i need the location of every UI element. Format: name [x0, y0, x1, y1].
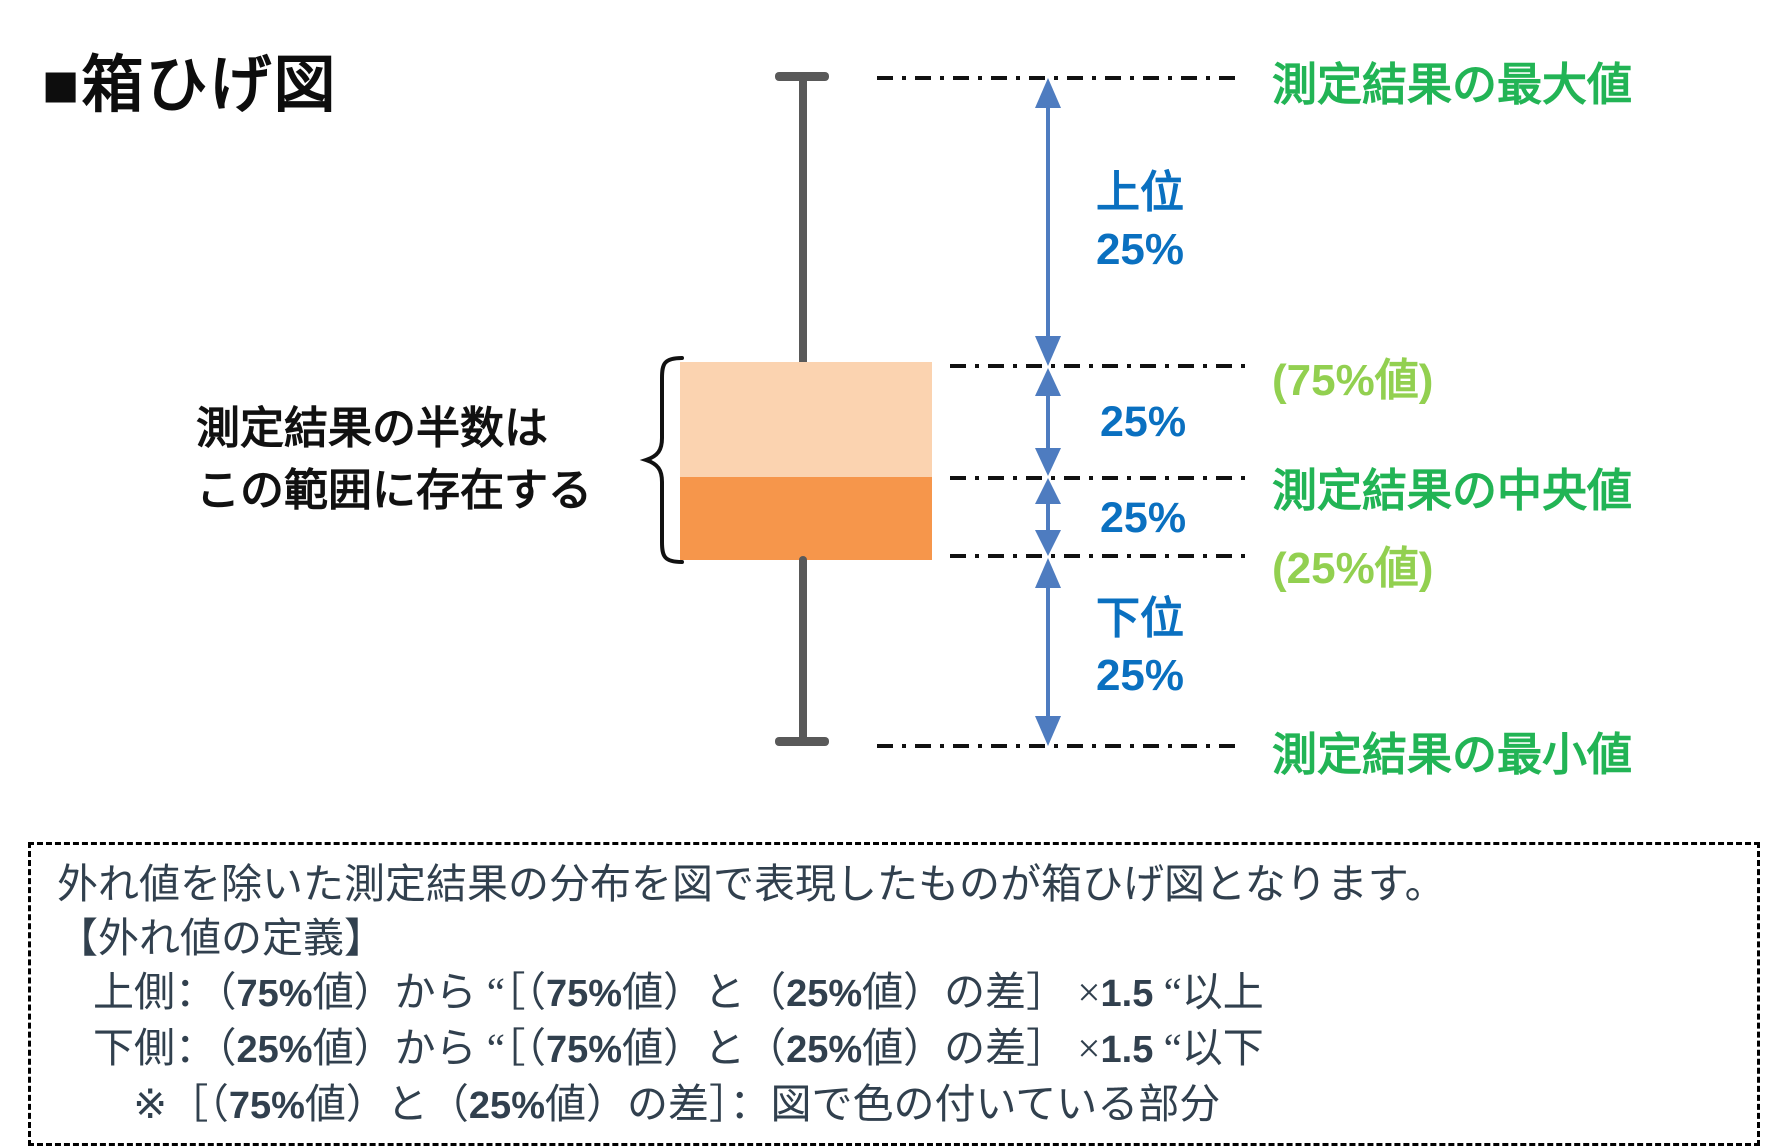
outlier-note-box: 外れ値を除いた測定結果の分布を図で表現したものが箱ひげ図となります。 【外れ値の…: [28, 842, 1760, 1146]
label-median-value: 測定結果の中央値: [1272, 465, 1633, 516]
label-q2-25: 25%: [1100, 494, 1187, 542]
dashdot-line-max: [877, 76, 1238, 80]
upper-range-arrow-icon: [1035, 78, 1061, 366]
label-upper-25-line2: 25%: [1095, 225, 1185, 274]
dashdot-line-median: [950, 476, 1252, 480]
label-lower-25-line1: 下位: [1096, 594, 1184, 643]
whisker-top-stem: [799, 74, 807, 374]
label-lower-25-line2: 25%: [1095, 651, 1185, 700]
half-range-note: 測定結果の半数は この範囲に存在する: [196, 398, 592, 522]
label-q3-25: 25%: [1100, 398, 1187, 446]
dashdot-line-p25: [950, 554, 1252, 558]
half-range-note-line2: この範囲に存在する: [196, 466, 592, 515]
label-lower-25: 下位 25%: [1082, 590, 1198, 704]
lower-range-arrow-icon: [1035, 558, 1061, 746]
label-upper-25-line1: 上位: [1096, 168, 1184, 217]
label-upper-25: 上位 25%: [1082, 164, 1198, 278]
whisker-bottom-cap: [775, 737, 829, 746]
curly-brace-icon: [639, 356, 684, 564]
dashdot-line-p75: [950, 364, 1252, 368]
note-line-definition: 【外れ値の定義】: [57, 915, 385, 961]
dashdot-line-min: [877, 744, 1238, 748]
note-line-iqr-note: ※［（75%値）と（25%値）の差］：図で色の付いている部分: [133, 1081, 1221, 1127]
q2-range-arrow-icon: [1035, 478, 1061, 556]
page-title: ■箱ひげ図: [42, 51, 338, 120]
note-line-upper-rule: 上側：（75%値）から “［（75%値）と（25%値）の差］ ×1.5 “以上: [93, 969, 1264, 1015]
label-p75-value: (75%値): [1272, 356, 1434, 405]
label-min-value: 測定結果の最小値: [1272, 729, 1633, 780]
note-line-intro: 外れ値を除いた測定結果の分布を図で表現したものが箱ひげ図となります。: [57, 861, 1446, 907]
half-range-note-line1: 測定結果の半数は: [196, 404, 548, 453]
q3-range-arrow-icon: [1035, 368, 1061, 476]
note-line-lower-rule: 下側：（25%値）から “［（75%値）と（25%値）の差］ ×1.5 “以下: [93, 1025, 1264, 1071]
whisker-bottom-stem: [799, 556, 807, 746]
box-lower-quartile: [680, 477, 932, 560]
label-max-value: 測定結果の最大値: [1272, 59, 1633, 110]
label-p25-value: (25%値): [1272, 544, 1434, 593]
box-upper-quartile: [680, 362, 932, 477]
